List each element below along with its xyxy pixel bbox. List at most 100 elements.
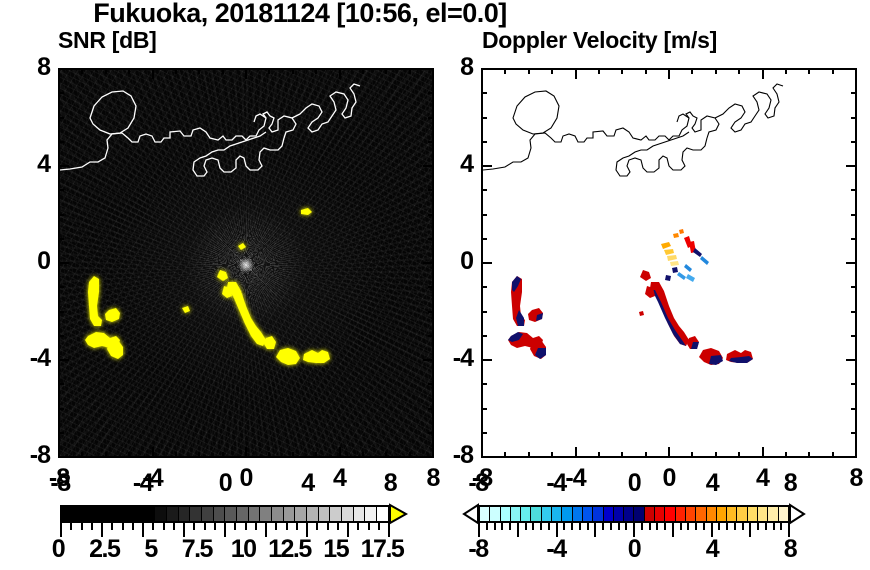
doppler-plot-area	[483, 70, 855, 456]
snr-colorbar-cell	[342, 507, 354, 521]
doppler-colorbar-cell	[562, 507, 573, 521]
doppler-ytick-left	[481, 456, 492, 458]
doppler-colorbar[interactable]	[462, 503, 806, 537]
doppler-colorbar-cell	[603, 507, 614, 521]
snr-ytick-label: 8	[37, 53, 51, 81]
snr-xtick-top	[245, 68, 247, 79]
doppler-colorbar-tick	[687, 523, 690, 530]
snr-colorbar-cell	[248, 507, 261, 521]
doppler-plot-panel[interactable]	[481, 68, 857, 458]
snr-colorbar[interactable]	[60, 503, 409, 537]
doppler-ytick-right	[851, 116, 857, 119]
doppler-ytick-label: 4	[460, 150, 474, 178]
echo-center-rays	[639, 229, 709, 316]
snr-colorbar-top-label: 8	[383, 469, 398, 497]
doppler-ytick-left	[481, 92, 487, 95]
doppler-colorbar-tick	[617, 523, 620, 530]
snr-xtick-top	[198, 68, 201, 74]
snr-ytick-right	[423, 359, 434, 361]
doppler-colorbar-bottom-label: -8	[468, 535, 489, 563]
snr-colorbar-cell	[85, 507, 98, 521]
snr-colorbar-cell	[213, 507, 226, 521]
snr-ytick-label: -4	[29, 344, 51, 372]
doppler-colorbar-tick	[671, 523, 674, 537]
snr-xtick-bottom	[58, 447, 60, 458]
snr-ytick-right	[428, 92, 434, 95]
snr-colorbar-cell	[108, 507, 121, 521]
doppler-xtick-top	[738, 68, 741, 74]
doppler-colorbar-tick	[540, 523, 542, 530]
snr-colorbar-tick	[80, 523, 83, 530]
snr-colorbar-bottom-label: 7.5	[181, 535, 214, 563]
snr-colorbar-tick	[131, 523, 134, 530]
snr-ytick-right	[428, 140, 434, 143]
doppler-ytick-right	[851, 334, 857, 337]
doppler-ytick-left	[481, 68, 492, 70]
doppler-colorbar-cell	[624, 507, 635, 521]
doppler-xtick-label: 8	[849, 464, 864, 492]
snr-colorbar-tick	[357, 523, 360, 530]
doppler-xtick-top	[621, 68, 624, 74]
snr-colorbar-bottom-label: 15	[323, 535, 349, 563]
doppler-colorbar-tick	[749, 523, 752, 537]
snr-colorbar-tick	[244, 523, 247, 530]
doppler-xtick-bottom	[644, 452, 647, 458]
doppler-ytick-left	[481, 359, 492, 361]
doppler-xtick-label: 4	[756, 464, 770, 492]
snr-ytick-right	[423, 165, 434, 167]
snr-xtick-bottom	[432, 447, 434, 458]
snr-colorbar-tick	[234, 523, 237, 530]
doppler-ytick-left	[481, 189, 487, 192]
doppler-colorbar-ticks	[478, 523, 790, 537]
doppler-xtick-top	[691, 68, 694, 74]
snr-echo-clusters	[85, 208, 330, 365]
snr-colorbar-ticks	[60, 523, 390, 537]
snr-xtick-bottom	[408, 452, 411, 458]
snr-xtick-label: -4	[142, 464, 163, 492]
doppler-xtick-bottom	[784, 452, 787, 458]
snr-colorbar-top-label: 0	[218, 469, 233, 497]
doppler-ytick-right	[846, 456, 857, 458]
doppler-ytick-right	[851, 189, 857, 192]
doppler-colorbar-tick	[586, 523, 589, 530]
snr-ytick-left	[58, 189, 64, 192]
snr-ytick-label: 0	[37, 247, 51, 275]
echo-central-line	[640, 270, 699, 349]
doppler-colorbar-tick	[664, 523, 666, 530]
snr-xtick-top	[81, 68, 84, 74]
doppler-colorbar-cell	[593, 507, 604, 521]
doppler-xtick-label: -4	[565, 464, 586, 492]
snr-colorbar-tick	[90, 523, 93, 530]
snr-colorbar-bottom-label: 2.5	[89, 535, 121, 563]
snr-plot-panel[interactable]	[58, 68, 434, 458]
snr-colorbar-cell	[225, 507, 238, 521]
snr-colorbar-cell	[283, 507, 296, 521]
snr-colorbar-cell	[330, 507, 343, 521]
doppler-ytick-left	[481, 213, 487, 216]
snr-ytick-left	[58, 165, 69, 167]
doppler-colorbar-tick	[780, 523, 783, 530]
radar-center-core	[238, 256, 254, 273]
doppler-colorbar-bottom-label: 8	[783, 535, 798, 563]
snr-colorbar-tick	[111, 523, 114, 530]
doppler-ytick-right	[851, 213, 857, 216]
snr-colorbar-tick	[162, 523, 165, 530]
snr-ytick-label: 4	[37, 150, 51, 178]
snr-colorbar-tick	[213, 523, 216, 530]
doppler-colorbar-cell	[716, 507, 728, 521]
doppler-colorbar-tick	[547, 523, 550, 530]
snr-colorbar-tick	[70, 523, 73, 530]
snr-ytick-left	[58, 213, 64, 216]
snr-ytick-label: -8	[29, 441, 51, 469]
doppler-xtick-bottom	[808, 452, 811, 458]
snr-ytick-left	[58, 286, 64, 289]
doppler-panel-title: Doppler Velocity [m/s]	[482, 27, 717, 53]
doppler-colorbar-tick	[710, 523, 713, 537]
snr-xtick-bottom	[151, 447, 154, 458]
doppler-colorbar-tick	[648, 523, 651, 530]
snr-ytick-left	[58, 116, 64, 119]
snr-xtick-top	[385, 68, 388, 74]
doppler-colorbar-tick	[485, 523, 488, 530]
echo-southeast-line	[699, 348, 753, 365]
doppler-xtick-top	[808, 68, 811, 74]
